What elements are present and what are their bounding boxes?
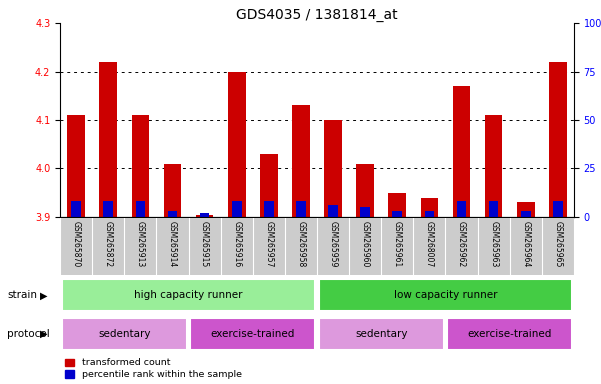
Text: GSM265960: GSM265960	[361, 220, 370, 267]
Text: strain: strain	[7, 290, 37, 300]
Bar	[132, 115, 149, 217]
Bar	[136, 202, 145, 217]
Text: protocol: protocol	[7, 329, 50, 339]
Text: GSM265915: GSM265915	[200, 220, 209, 267]
Bar	[296, 202, 306, 217]
Bar	[232, 202, 242, 217]
Text: GSM265961: GSM265961	[393, 220, 402, 267]
Bar	[517, 202, 535, 217]
Text: low capacity runner: low capacity runner	[394, 290, 497, 300]
Bar	[453, 86, 471, 217]
Text: GSM265964: GSM265964	[521, 220, 530, 267]
Bar	[103, 202, 113, 217]
Bar	[67, 115, 85, 217]
Bar	[521, 211, 531, 217]
Text: sedentary: sedentary	[98, 329, 151, 339]
Bar	[99, 62, 117, 217]
Text: GSM265962: GSM265962	[457, 220, 466, 267]
Bar	[421, 198, 438, 217]
Bar	[388, 193, 406, 217]
Text: GSM265914: GSM265914	[168, 220, 177, 267]
Text: ▶: ▶	[40, 290, 47, 300]
Text: GSM265916: GSM265916	[232, 220, 241, 267]
Title: GDS4035 / 1381814_at: GDS4035 / 1381814_at	[236, 8, 398, 22]
Bar	[260, 154, 278, 217]
Bar	[356, 164, 374, 217]
Text: GSM268007: GSM268007	[425, 220, 434, 267]
Text: high capacity runner: high capacity runner	[134, 290, 243, 300]
Text: sedentary: sedentary	[355, 329, 407, 339]
Bar	[553, 202, 563, 217]
Bar	[200, 213, 209, 217]
Bar	[361, 207, 370, 217]
Bar	[190, 318, 316, 349]
Bar	[549, 62, 567, 217]
Bar	[457, 202, 466, 217]
Text: GSM265963: GSM265963	[489, 220, 498, 267]
Text: GSM265913: GSM265913	[136, 220, 145, 267]
Bar	[392, 211, 402, 217]
Bar	[264, 202, 273, 217]
Legend: transformed count, percentile rank within the sample: transformed count, percentile rank withi…	[65, 358, 242, 379]
Bar	[485, 115, 502, 217]
Text: exercise-trained: exercise-trained	[468, 329, 552, 339]
Bar	[319, 318, 444, 349]
Bar	[328, 205, 338, 217]
Bar	[72, 202, 81, 217]
Bar	[168, 211, 177, 217]
Bar	[447, 318, 572, 349]
Bar	[163, 164, 182, 217]
Bar	[62, 280, 316, 311]
Bar	[228, 71, 246, 217]
Bar	[62, 318, 187, 349]
Text: exercise-trained: exercise-trained	[210, 329, 295, 339]
Text: GSM265959: GSM265959	[329, 220, 338, 267]
Text: ▶: ▶	[40, 329, 47, 339]
Bar	[325, 120, 342, 217]
Text: GSM265958: GSM265958	[296, 220, 305, 267]
Text: GSM265872: GSM265872	[104, 220, 113, 267]
Bar	[425, 211, 435, 217]
Bar	[196, 215, 213, 217]
Text: GSM265965: GSM265965	[554, 220, 563, 267]
Text: GSM265870: GSM265870	[72, 220, 81, 267]
Bar	[489, 202, 498, 217]
Text: GSM265957: GSM265957	[264, 220, 273, 267]
Bar	[292, 106, 310, 217]
Bar	[319, 280, 572, 311]
